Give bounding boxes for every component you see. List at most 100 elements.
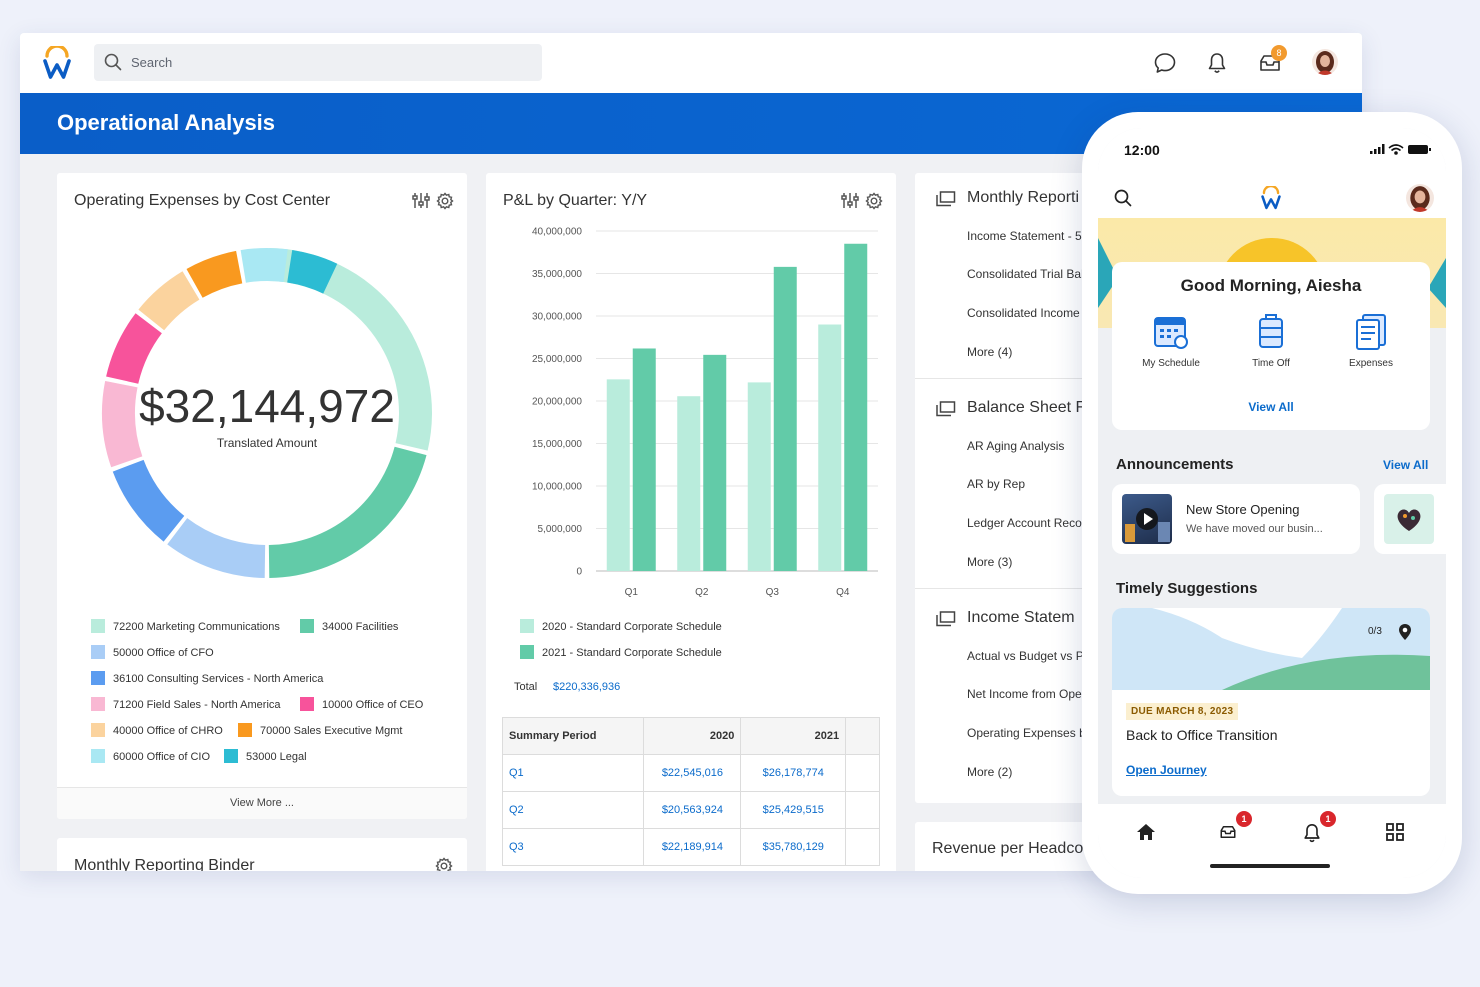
bar-q2-series-1[interactable] bbox=[703, 354, 727, 571]
inbox-badge: 1 bbox=[1236, 811, 1252, 827]
summary-table: Summary Period 2020 2021 Q1 $22,545,016 … bbox=[501, 717, 880, 866]
chat-icon[interactable] bbox=[1153, 51, 1177, 75]
more-link[interactable]: More (2) bbox=[967, 765, 1013, 779]
inbox-icon[interactable] bbox=[1257, 51, 1283, 75]
avatar[interactable] bbox=[1312, 49, 1338, 75]
avatar[interactable] bbox=[1406, 184, 1434, 212]
quick-action-label: Time Off bbox=[1252, 358, 1290, 369]
gear-icon[interactable] bbox=[436, 192, 454, 210]
wifi-icon bbox=[1388, 144, 1404, 155]
x-tick-label: Q3 bbox=[766, 587, 780, 598]
report-link[interactable]: AR Aging Analysis bbox=[967, 439, 1065, 453]
total-value-link[interactable]: $220,336,936 bbox=[553, 681, 621, 693]
legend-label: 72200 Marketing Communications bbox=[113, 621, 280, 633]
period-link[interactable]: Q3 bbox=[501, 828, 645, 866]
donut-segment[interactable] bbox=[138, 271, 200, 331]
legend-swatch bbox=[238, 723, 252, 737]
value-link[interactable]: $35,780,129 bbox=[740, 828, 847, 866]
inbox-icon[interactable] bbox=[1217, 823, 1239, 841]
section-title[interactable]: Monthly Reporti bbox=[967, 189, 1080, 206]
bar-q1-series-0[interactable] bbox=[606, 379, 630, 571]
donut-segment[interactable] bbox=[112, 459, 185, 542]
luggage-icon bbox=[1259, 314, 1283, 348]
value-link[interactable]: $25,429,515 bbox=[740, 791, 847, 829]
my-schedule-action[interactable]: My Schedule bbox=[1126, 312, 1216, 369]
bar-q4-series-0[interactable] bbox=[818, 324, 842, 572]
report-link[interactable]: Operating Expenses b bbox=[967, 726, 1086, 740]
workday-logo[interactable] bbox=[42, 46, 72, 80]
bar-q3-series-1[interactable] bbox=[773, 266, 797, 571]
suggestion-card[interactable]: 0/3 DUE MARCH 8, 2023 Back to Office Tra… bbox=[1112, 608, 1430, 796]
announcement-card-next[interactable] bbox=[1374, 484, 1446, 554]
column-header[interactable]: 2021 bbox=[740, 717, 847, 755]
play-icon[interactable] bbox=[1122, 494, 1172, 544]
legend-swatch bbox=[91, 671, 105, 685]
report-link[interactable]: Actual vs Budget vs P bbox=[967, 649, 1084, 663]
donut-segment[interactable] bbox=[287, 249, 338, 294]
bar-q1-series-1[interactable] bbox=[632, 348, 656, 571]
donut-segment[interactable] bbox=[186, 250, 243, 298]
report-link[interactable]: Consolidated Trial Bal bbox=[967, 267, 1084, 281]
legend-item: 2021 - Standard Corporate Schedule bbox=[520, 645, 722, 659]
period-link[interactable]: Q2 bbox=[501, 791, 645, 829]
bar-q3-series-0[interactable] bbox=[747, 382, 771, 571]
open-journey-link[interactable]: Open Journey bbox=[1126, 763, 1207, 777]
home-icon[interactable] bbox=[1136, 823, 1156, 841]
report-link[interactable]: Income Statement - 5 bbox=[967, 229, 1082, 243]
search-icon bbox=[104, 53, 122, 71]
search-input[interactable]: Search bbox=[94, 44, 542, 81]
donut-segment[interactable] bbox=[268, 446, 427, 578]
legend-swatch bbox=[91, 697, 105, 711]
filter-icon[interactable] bbox=[841, 193, 859, 208]
report-link[interactable]: Net Income from Ope bbox=[967, 687, 1082, 701]
battery-icon bbox=[1408, 145, 1431, 154]
gear-icon[interactable] bbox=[865, 192, 883, 210]
apps-grid-icon[interactable] bbox=[1386, 823, 1404, 841]
top-bar: Search 8 bbox=[20, 33, 1362, 93]
column-header[interactable]: 2020 bbox=[643, 717, 742, 755]
announcement-card[interactable]: New Store Opening We have moved our busi… bbox=[1112, 484, 1360, 554]
section-title[interactable]: Income Statem bbox=[967, 609, 1075, 626]
filter-settings-icons bbox=[841, 192, 883, 210]
table-header-row: Summary Period 2020 2021 bbox=[501, 717, 880, 755]
workday-logo[interactable] bbox=[1260, 186, 1282, 210]
value-link[interactable]: $20,563,924 bbox=[643, 791, 742, 829]
status-icons bbox=[1370, 144, 1431, 155]
value-link[interactable]: $26,178,774 bbox=[740, 754, 847, 792]
timely-suggestions-title: Timely Suggestions bbox=[1116, 580, 1258, 597]
donut-segments bbox=[102, 248, 433, 578]
y-tick-label: 35,000,000 bbox=[532, 269, 582, 280]
empty-cell bbox=[845, 791, 880, 829]
report-link[interactable]: Consolidated Income bbox=[967, 306, 1080, 320]
total-label: Total bbox=[514, 681, 538, 693]
column-header[interactable]: Summary Period bbox=[501, 717, 645, 755]
more-link[interactable]: More (4) bbox=[967, 345, 1013, 359]
donut-segment[interactable] bbox=[167, 518, 266, 578]
expenses-legend: 72200 Marketing Communications 34000 Faci… bbox=[91, 619, 461, 769]
donut-segment[interactable] bbox=[102, 380, 143, 468]
notifications-icon[interactable] bbox=[1302, 822, 1322, 844]
value-link[interactable]: $22,189,914 bbox=[643, 828, 742, 866]
donut-segment[interactable] bbox=[240, 248, 288, 283]
bar-q2-series-0[interactable] bbox=[677, 396, 701, 571]
announcements-view-all-link[interactable]: View All bbox=[1383, 458, 1429, 472]
report-link[interactable]: AR by Rep bbox=[967, 477, 1026, 491]
report-link[interactable]: Ledger Account Reco bbox=[967, 516, 1082, 530]
bar-q4-series-1[interactable] bbox=[844, 243, 868, 571]
report-group-icon bbox=[936, 611, 956, 627]
period-link[interactable]: Q1 bbox=[501, 754, 645, 792]
more-link[interactable]: More (3) bbox=[967, 555, 1013, 569]
view-all-link[interactable]: View All bbox=[1248, 400, 1294, 414]
expenses-action[interactable]: Expenses bbox=[1326, 312, 1416, 369]
location-pin-icon bbox=[1399, 624, 1411, 640]
notifications-icon[interactable] bbox=[1206, 51, 1228, 75]
view-more-link[interactable]: View More ... bbox=[57, 787, 467, 819]
section-title[interactable]: Balance Sheet F bbox=[967, 399, 1086, 416]
search-icon[interactable] bbox=[1114, 189, 1132, 207]
time-off-action[interactable]: Time Off bbox=[1226, 312, 1316, 369]
value-link[interactable]: $22,545,016 bbox=[643, 754, 742, 792]
filter-icon[interactable] bbox=[412, 193, 430, 208]
gear-icon[interactable] bbox=[435, 857, 453, 871]
donut-segment[interactable] bbox=[106, 313, 162, 384]
legend-item: 36100 Consulting Services - North Americ… bbox=[91, 671, 323, 685]
